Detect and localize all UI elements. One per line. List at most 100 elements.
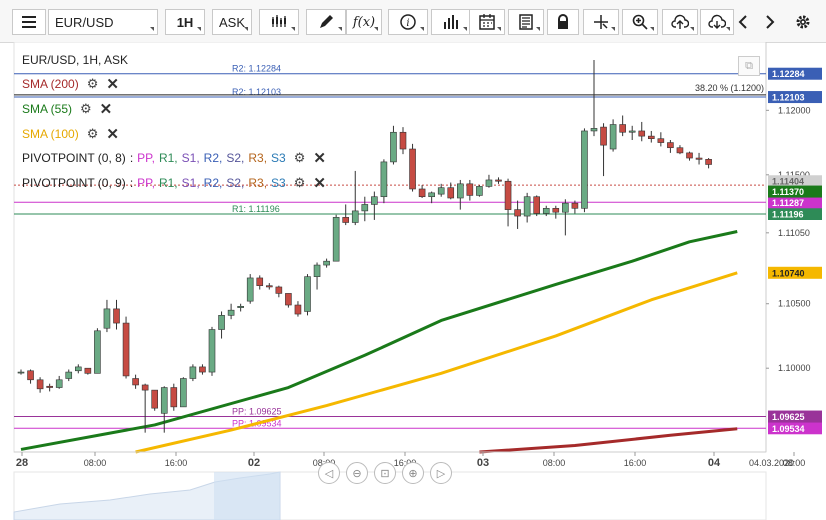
candle xyxy=(332,217,340,262)
gear-icon[interactable]: ⚙ xyxy=(86,76,99,91)
download-button[interactable] xyxy=(700,9,734,35)
partial-price-badge xyxy=(768,175,822,188)
close-icon[interactable]: ✕ xyxy=(313,175,326,192)
candle xyxy=(265,285,273,288)
crosshair-button[interactable] xyxy=(583,9,619,35)
candle xyxy=(46,385,53,388)
pivot-level-badge-label: 1.11287 xyxy=(772,198,804,208)
candle xyxy=(399,131,407,150)
timeframe-select[interactable]: 1H xyxy=(165,9,205,35)
scroll-right-button[interactable] xyxy=(758,9,780,35)
symbol-select[interactable]: EUR/USD xyxy=(48,9,158,35)
legend-pivot2: PIVOTPOINT (0, 9): PP, R1, S1, R2, S2, R3, S3 ⚙ ✕ xyxy=(22,173,326,193)
lock-button[interactable] xyxy=(547,9,579,35)
pivot-level-badge-label: 1.12284 xyxy=(772,69,805,79)
pivot-legend-item: R2, xyxy=(203,151,223,165)
crosshair-icon xyxy=(594,15,608,29)
candle xyxy=(55,379,63,388)
draw-tool-button[interactable] xyxy=(306,9,346,35)
settings-button[interactable] xyxy=(790,9,816,35)
gear-icon[interactable]: ⚙ xyxy=(86,126,99,141)
upload-button[interactable] xyxy=(662,9,698,35)
menu-icon[interactable] xyxy=(12,9,46,35)
candle xyxy=(285,293,292,306)
candle xyxy=(17,371,25,374)
sma200-line xyxy=(479,427,738,454)
sma55-line xyxy=(20,230,738,451)
news-button[interactable] xyxy=(508,9,544,35)
gear-icon[interactable]: ⚙ xyxy=(293,175,306,190)
zoom-button[interactable] xyxy=(622,9,658,35)
candle xyxy=(504,180,512,210)
candle xyxy=(180,378,187,408)
gear-icon[interactable]: ⚙ xyxy=(80,101,92,116)
cloud-download-icon xyxy=(708,14,726,29)
close-icon[interactable]: ✕ xyxy=(313,150,326,167)
pan-left-icon[interactable]: ◁ xyxy=(318,462,340,484)
legend-pivot1-label: PIVOTPOINT (0, 8) xyxy=(22,151,126,165)
x-tick-label: 08:00 xyxy=(543,458,566,468)
candle xyxy=(571,202,579,209)
zoom-in-icon[interactable]: ⊕ xyxy=(402,462,424,484)
close-icon[interactable]: ✕ xyxy=(99,101,113,118)
legend-main-label: EUR/USD, 1H, ASK xyxy=(22,53,129,67)
timeframe-label: 1H xyxy=(176,14,194,30)
candle xyxy=(485,179,493,187)
candle xyxy=(695,157,703,160)
x-tick-label: 04 xyxy=(708,457,721,469)
gear-icon[interactable]: ⚙ xyxy=(293,150,306,165)
x-tick-label: 16:00 xyxy=(394,458,417,468)
zoom-icon xyxy=(632,14,648,30)
candle xyxy=(600,126,607,146)
candle xyxy=(208,329,216,373)
fx-label: f(x) xyxy=(352,14,376,30)
y-tick-label: 1.11500 xyxy=(778,170,810,180)
x-tick-label: 16:00 xyxy=(165,458,188,468)
scroll-left-button[interactable] xyxy=(733,9,755,35)
candle xyxy=(275,286,283,294)
candle xyxy=(418,188,426,198)
pivot-legend-item: S3 xyxy=(271,176,286,190)
candle xyxy=(342,217,350,223)
close-icon[interactable]: ✕ xyxy=(106,76,119,93)
candle xyxy=(75,366,82,372)
candle xyxy=(628,130,636,133)
fit-icon[interactable]: ⊡ xyxy=(374,462,396,484)
candle xyxy=(218,315,225,330)
pivot-level-badge-label: 1.12103 xyxy=(772,93,805,103)
pivot-legend-item: PP, xyxy=(137,176,155,190)
candle xyxy=(380,161,388,198)
lock-icon xyxy=(558,14,568,29)
chart-area[interactable]: 1.12000 1.11500 1.11050 1.10500 1.10000 R2: 1… xyxy=(0,42,826,520)
pivot-level-badge-label: 1.09534 xyxy=(772,424,805,434)
candle xyxy=(466,183,474,196)
legend-sma55: SMA (55) ⚙ ✕ xyxy=(22,99,112,119)
pivot-level-badge xyxy=(768,91,822,104)
candle xyxy=(495,179,502,182)
fib-label: 38.20 % (1.1200) xyxy=(695,83,764,93)
x-tick-label: 08:00 xyxy=(783,458,806,468)
price-chart[interactable]: 1.12000 1.11500 1.11050 1.10500 1.10000 R2: 1… xyxy=(0,42,826,520)
popout-icon[interactable]: ⧉ xyxy=(738,56,760,76)
candle xyxy=(590,128,598,132)
function-button[interactable]: f(x) xyxy=(346,9,382,35)
chart-navigation: ◁ ⊖ ⊡ ⊕ ▷ xyxy=(318,462,452,484)
candle xyxy=(447,187,455,199)
price-type-select[interactable]: ASK xyxy=(212,9,252,35)
zoom-out-icon[interactable]: ⊖ xyxy=(346,462,368,484)
candle xyxy=(246,277,254,302)
gear-icon xyxy=(796,15,810,29)
candle xyxy=(609,124,617,150)
candle xyxy=(189,366,197,379)
close-icon[interactable]: ✕ xyxy=(106,126,119,143)
candle xyxy=(313,264,321,277)
calendar-button[interactable] xyxy=(469,9,505,35)
info-button[interactable]: i xyxy=(388,9,428,35)
candle xyxy=(113,308,120,324)
chart-type-button[interactable] xyxy=(259,9,299,35)
candles-icon xyxy=(272,15,286,27)
candle xyxy=(361,204,369,212)
indicators-button[interactable] xyxy=(431,9,471,35)
calendar-icon xyxy=(479,14,495,30)
pan-right-icon[interactable]: ▷ xyxy=(430,462,452,484)
